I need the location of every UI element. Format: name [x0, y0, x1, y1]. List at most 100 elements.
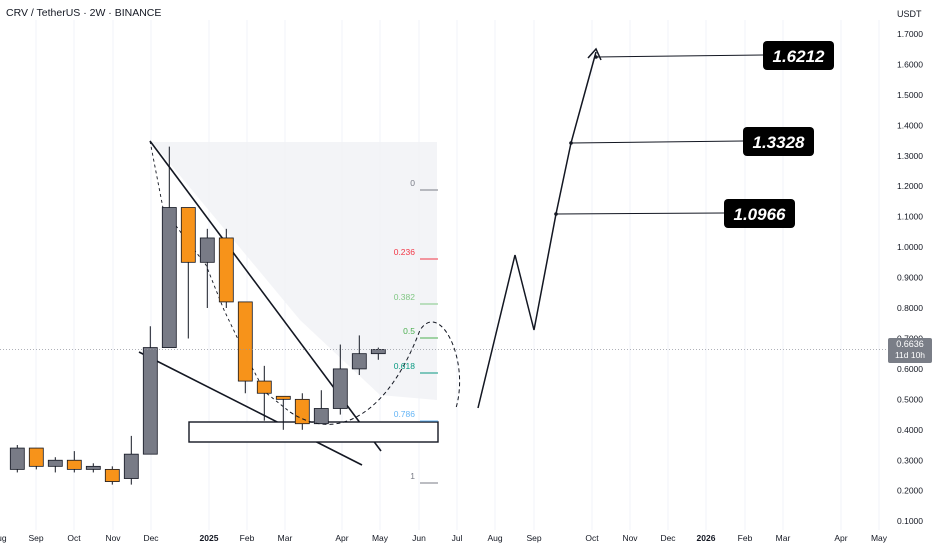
x-tick-1: Sep: [28, 533, 43, 543]
falling-wedge: [138, 140, 437, 466]
grid: [35, 20, 880, 530]
x-tick-19: Mar: [776, 533, 791, 543]
x-tick-2: Oct: [67, 533, 81, 543]
x-tick-16: Dec: [660, 533, 676, 543]
projection-path: [289, 47, 602, 425]
target-value-1: 1.3328: [753, 133, 806, 152]
candle-body-3: [66, 459, 82, 470]
x-tick-0: Aug: [0, 533, 7, 543]
x-tick-9: May: [372, 533, 389, 543]
current-price-value: 0.6636: [896, 339, 924, 349]
target-box-2: 1.6212: [763, 41, 834, 70]
fib-label-1: 1: [410, 471, 415, 481]
wedge-shade: [152, 142, 437, 400]
candle-body-11: [218, 237, 234, 303]
support-zone-box: [188, 421, 439, 443]
x-tick-20: Apr: [834, 533, 847, 543]
fib-label-0.382: 0.382: [394, 292, 416, 302]
y-tick-9: 0.8000: [897, 303, 923, 313]
y-tick-8: 0.9000: [897, 273, 923, 283]
fibonacci-levels: 0 0.236 0.382 0.5 0.618 0.786 1: [394, 178, 438, 484]
target-value-2: 1.6212: [773, 47, 826, 66]
candle-body-13: [256, 380, 272, 394]
y-tick-3: 1.4000: [897, 120, 923, 130]
candle-body-9: [180, 207, 196, 263]
candle-body-18: [351, 353, 367, 370]
candle-body-0: [9, 447, 25, 470]
projection-zigzag: [477, 51, 597, 409]
currency-label: USDT: [897, 9, 922, 19]
projection-dashed-curve: [289, 321, 461, 425]
fib-label-0: 0: [410, 178, 415, 188]
target-line-1: [570, 140, 744, 144]
chart-title: CRV / TetherUS · 2W · BINANCE: [6, 7, 162, 19]
y-tick-15: 0.2000: [897, 486, 923, 496]
candle-body-1: [28, 447, 44, 467]
candle-body-15: [294, 398, 310, 425]
y-axis: 1.7000 1.6000 1.5000 1.4000 1.3000 1.2000 1.10…: [897, 29, 923, 526]
candle-body-10: [199, 237, 215, 263]
target-box-bg-2: [763, 41, 834, 70]
x-tick-7: Mar: [278, 533, 293, 543]
target-dot-1: [569, 141, 573, 145]
y-tick-16: 0.1000: [897, 516, 923, 526]
y-tick-2: 1.5000: [897, 90, 923, 100]
x-tick-17: 2026: [697, 533, 716, 543]
y-tick-14: 0.3000: [897, 455, 923, 465]
x-tick-8: Apr: [335, 533, 348, 543]
x-tick-15: Nov: [622, 533, 638, 543]
x-tick-14: Oct: [585, 533, 599, 543]
x-tick-12: Aug: [487, 533, 502, 543]
target-box-bg-0: [724, 199, 795, 228]
target-line-2: [595, 54, 764, 58]
wedge-lower-line: [138, 351, 363, 466]
candle-body-5: [104, 468, 120, 482]
fib-label-0.5: 0.5: [403, 326, 415, 336]
target-line-0: [555, 212, 725, 215]
target-value-0: 1.0966: [734, 205, 787, 224]
x-tick-11: Jul: [452, 533, 463, 543]
x-tick-6: Feb: [240, 533, 255, 543]
x-tick-21: May: [871, 533, 888, 543]
target-box-1: 1.3328: [743, 127, 814, 156]
candle-body-19: [370, 349, 386, 355]
y-tick-4: 1.3000: [897, 151, 923, 161]
candle-body-4: [85, 465, 101, 470]
y-tick-12: 0.5000: [897, 394, 923, 404]
y-tick-0: 1.7000: [897, 29, 923, 39]
candle-body-12: [237, 301, 253, 382]
support-zone: [188, 421, 439, 443]
x-tick-3: Nov: [105, 533, 121, 543]
projection-arrowhead: [587, 47, 602, 61]
y-tick-1: 1.6000: [897, 59, 923, 69]
target-box-0: 1.0966: [724, 199, 795, 228]
target-dot-2: [594, 55, 598, 59]
y-tick-5: 1.2000: [897, 181, 923, 191]
candles: [0, 146, 888, 485]
x-tick-10: Jun: [412, 533, 426, 543]
price-targets: 1.0966 1.3328 1.6212: [554, 41, 834, 228]
candle-body-17: [332, 368, 348, 409]
candle-body-6: [123, 453, 139, 479]
target-box-bg-1: [743, 127, 814, 156]
x-tick-4: Dec: [143, 533, 159, 543]
x-tick-18: Feb: [738, 533, 753, 543]
y-tick-11: 0.6000: [897, 364, 923, 374]
x-tick-13: Sep: [526, 533, 541, 543]
x-axis: Aug Sep Oct Nov Dec 2025 Feb Mar Apr May Jun Jul Aug…: [0, 533, 888, 543]
y-tick-13: 0.4000: [897, 425, 923, 435]
candle-body-2: [47, 459, 63, 467]
candle-body-16: [313, 408, 329, 425]
fib-label-0.236: 0.236: [394, 247, 416, 257]
candle-body-14: [275, 395, 291, 400]
candle-body-8: [161, 207, 177, 348]
target-dot-0: [554, 212, 558, 216]
fib-label-0.786: 0.786: [394, 409, 416, 419]
candle-body-7: [142, 347, 158, 455]
y-tick-7: 1.0000: [897, 242, 923, 252]
candle-countdown: 11d 10h: [894, 350, 926, 360]
x-tick-5: 2025: [200, 533, 219, 543]
current-price-tag: 0.6636 11d 10h: [888, 338, 932, 363]
fib-label-0.618: 0.618: [394, 361, 416, 371]
